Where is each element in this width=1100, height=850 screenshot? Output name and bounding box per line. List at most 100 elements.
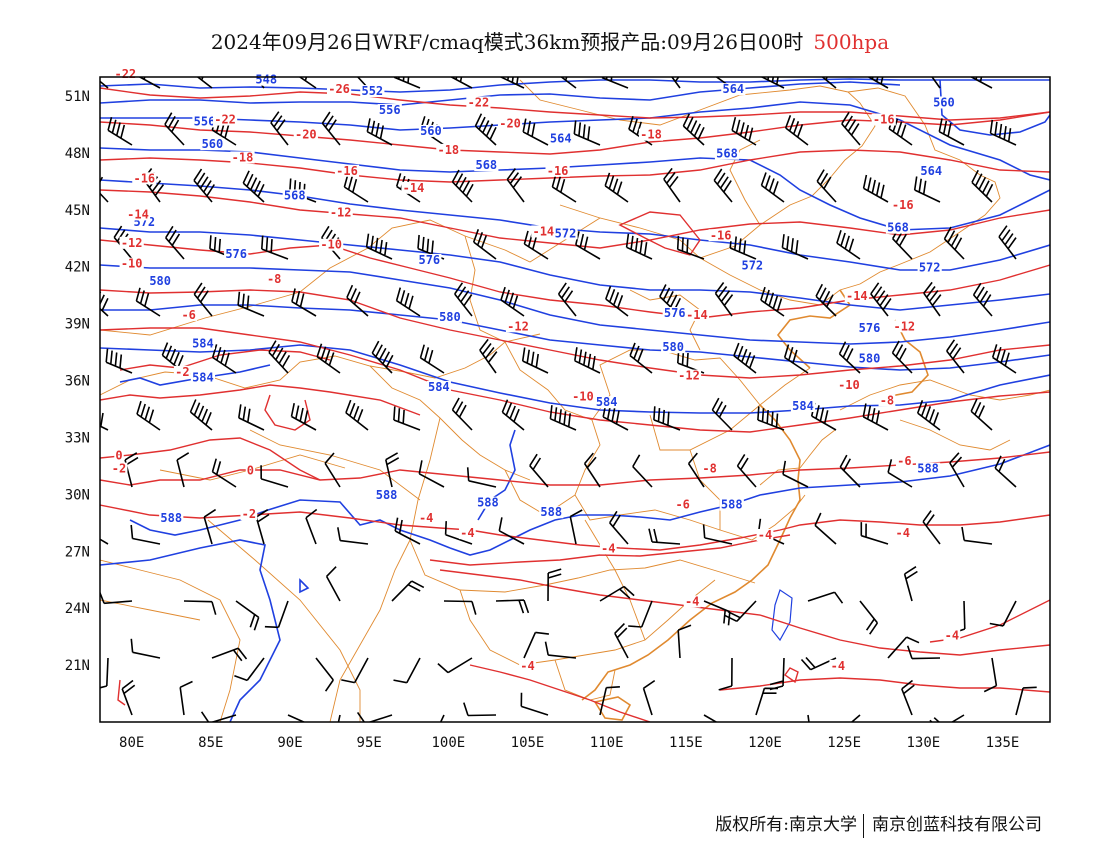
lat-tick-label: 39N — [65, 317, 90, 333]
temperature-label-bg — [401, 181, 426, 194]
temperature-label: -2 — [112, 462, 126, 476]
temperature-label: -4 — [520, 659, 534, 673]
geopotential-label: 588 — [376, 488, 398, 502]
wind-barb — [165, 225, 185, 260]
geopotential-contours — [100, 78, 1050, 722]
lat-tick-label: 24N — [65, 601, 90, 617]
geopotential-label-bg — [192, 115, 217, 128]
wind-barb — [449, 77, 473, 89]
temperature-label-bg — [599, 542, 617, 555]
wind-barb — [994, 455, 1017, 488]
wind-barb — [625, 233, 653, 260]
wind-barb — [520, 692, 549, 716]
temperature-label: -20 — [295, 128, 317, 142]
wind-barb — [495, 599, 530, 614]
temperature-label: -4 — [419, 511, 433, 525]
temperature-label-bg — [638, 128, 664, 141]
temperature-label-bg — [293, 128, 318, 141]
wind-barb — [346, 284, 369, 317]
lon-tick-label: 115E — [669, 735, 703, 751]
wind-barb — [998, 225, 1017, 260]
temperature-label: -12 — [507, 319, 529, 333]
wind-barb — [463, 702, 497, 717]
geopotential-label-bg — [159, 511, 184, 524]
geopotential-label: 564 — [920, 164, 942, 178]
wind-barb — [714, 282, 734, 317]
wind-barb — [371, 340, 394, 374]
lon-tick-label: 100E — [431, 735, 465, 751]
wind-barb — [677, 624, 692, 659]
wind-barb — [234, 657, 265, 682]
temperature-label: -26 — [328, 82, 350, 96]
temperature-label: -22 — [214, 113, 236, 127]
geopotential-label-bg — [917, 261, 942, 274]
wind-barb — [614, 623, 629, 659]
wind-barb — [161, 342, 185, 374]
wind-barb — [138, 77, 161, 89]
geopotential-label: 584 — [428, 380, 450, 394]
temperature-label-bg — [125, 208, 151, 221]
temperature-label-bg — [505, 320, 531, 333]
lat-tick-label: 51N — [65, 89, 90, 105]
wind-barb — [290, 403, 317, 431]
wind-barb — [560, 77, 577, 89]
temperature-label: -16 — [547, 164, 569, 178]
wind-barb — [653, 406, 681, 431]
wind-barb — [903, 566, 918, 602]
temperature-label: -6 — [675, 498, 689, 512]
wind-barb — [760, 172, 785, 203]
geopotential-label: 580 — [859, 352, 881, 366]
wind-barb — [841, 111, 861, 146]
temperature-label: -22 — [114, 67, 136, 81]
wind-barb — [523, 631, 549, 659]
temperature-label-bg — [878, 394, 896, 407]
wind-barb — [943, 226, 965, 260]
geopotential-label-bg — [437, 310, 463, 323]
temperature-label: -12 — [121, 236, 143, 250]
wind-barb — [605, 285, 629, 317]
wind-barb — [602, 403, 629, 431]
wind-barb — [601, 77, 629, 89]
wind-barb — [815, 283, 837, 317]
geopotential-label: 552 — [361, 84, 383, 98]
wind-barb — [529, 453, 549, 488]
lat-axis: 51N 48N 45N 42N 39N 36N 33N 30N 27N 24N 21N — [65, 89, 90, 674]
temperature-label-bg — [892, 320, 917, 333]
geopotential-label-bg — [915, 462, 941, 475]
wind-barb — [632, 454, 653, 488]
temperature-label-bg — [894, 527, 912, 540]
temperature-label-bg — [683, 595, 701, 608]
temperature-label: -14 — [686, 308, 708, 322]
wind-barb — [499, 77, 525, 89]
wind-barb — [676, 235, 705, 260]
wind-barb — [341, 657, 369, 684]
wind-barb — [629, 342, 653, 374]
wind-barb — [870, 282, 892, 317]
geopotential-label: 556 — [379, 103, 401, 117]
geopotential-label: 572 — [555, 226, 577, 240]
wind-barb — [193, 282, 213, 317]
temperature-label-bg — [240, 508, 258, 521]
temperature-label-bg — [570, 390, 596, 403]
geopotential-label-bg — [790, 399, 816, 412]
wind-barb — [949, 452, 965, 488]
lat-tick-label: 33N — [65, 430, 90, 446]
wind-barb — [782, 460, 809, 488]
lat-tick-label: 48N — [65, 146, 90, 162]
wind-barb — [291, 288, 317, 317]
wind-barb — [733, 342, 757, 374]
temperature-label-bg — [943, 629, 961, 642]
wind-barb — [703, 714, 718, 722]
wind-barb — [270, 111, 289, 146]
geopotential-label: 588 — [477, 496, 499, 510]
lat-tick-label: 27N — [65, 544, 90, 560]
wind-barb — [961, 526, 993, 545]
temperature-label-bg — [895, 455, 913, 467]
geopotential-label: 588 — [917, 462, 939, 476]
temperature-label: -18 — [437, 143, 459, 157]
geopotential-label-bg — [661, 341, 686, 354]
geopotential-label: 560 — [420, 124, 442, 138]
wind-barb — [130, 638, 161, 659]
temperature-label-bg — [114, 449, 124, 462]
temperature-label-bg — [132, 172, 157, 185]
